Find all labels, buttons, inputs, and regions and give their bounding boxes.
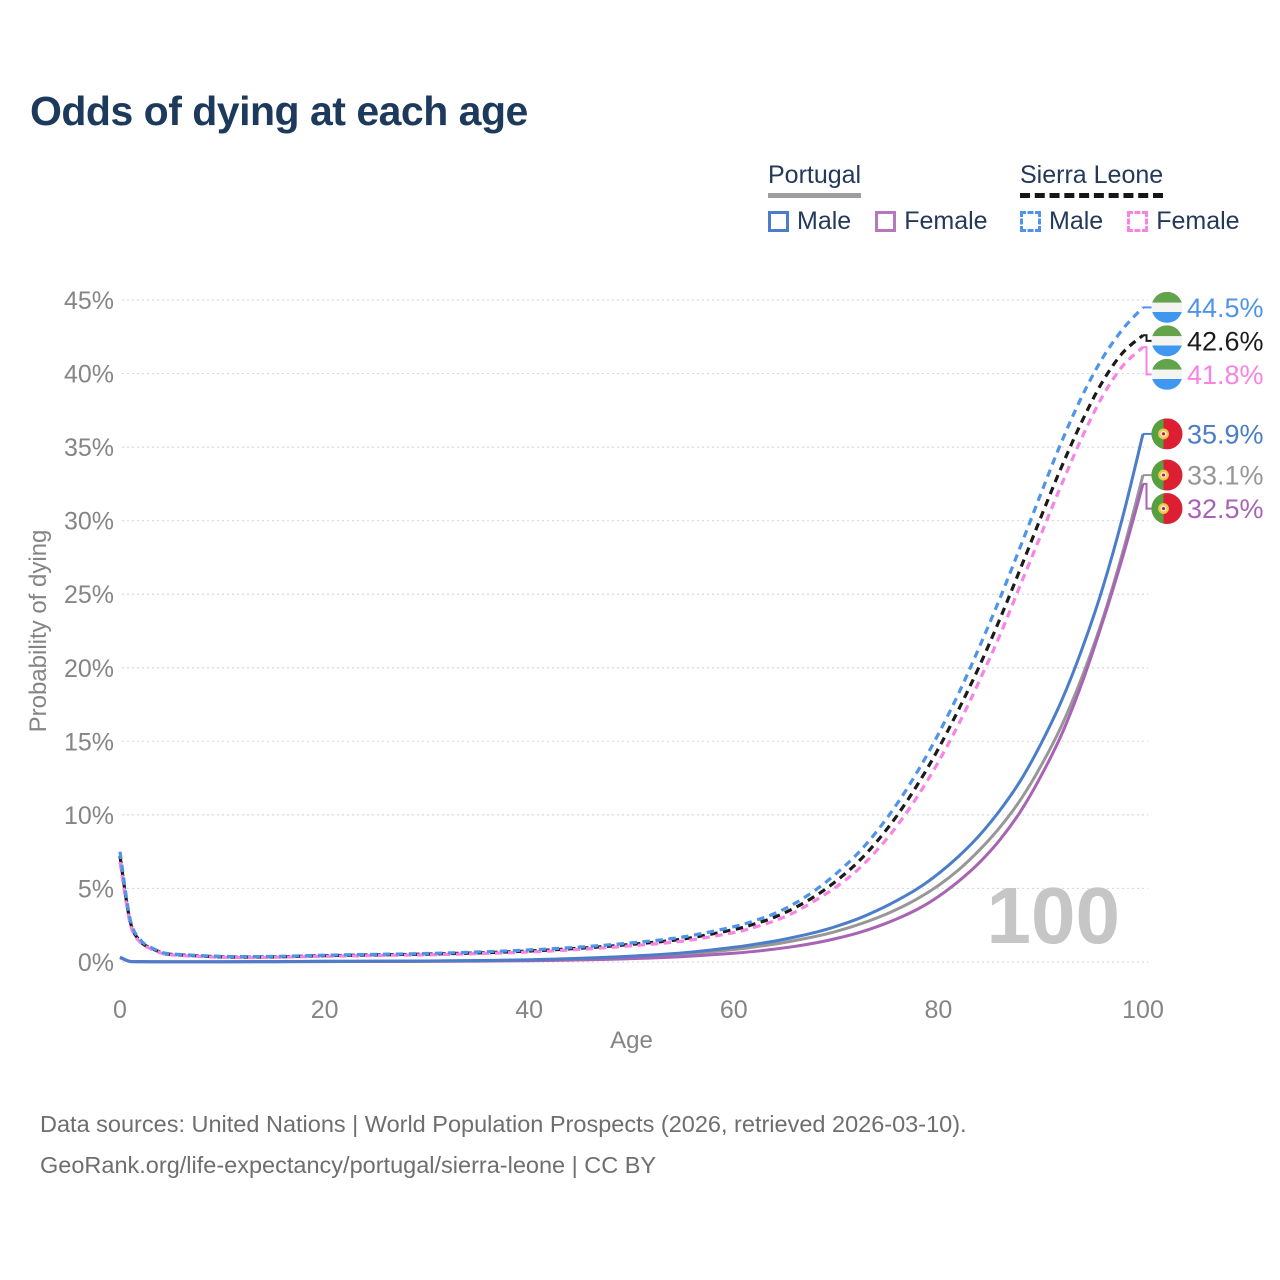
legend-item-label: Female [904, 207, 988, 235]
legend-country-portugal[interactable]: Portugal [768, 161, 862, 198]
legend-item-label: Male [1049, 207, 1104, 235]
legend-item-sierra-leone-male[interactable]: Male [1020, 207, 1103, 236]
series-line-sierra-leone-both [118, 334, 1145, 959]
page-title: Odds of dying at each age [30, 88, 528, 134]
series-line-sierra-leone-female [118, 345, 1145, 960]
chart-footer: Data sources: United Nations | World Pop… [40, 1104, 967, 1186]
y-tick-label: 35% [64, 434, 114, 462]
y-axis-title: Probability of dying [25, 530, 52, 733]
label-leader-line [1143, 346, 1153, 376]
y-tick-label: 15% [64, 728, 114, 756]
attribution-text: GeoRank.org/life-expectancy/portugal/sie… [40, 1152, 657, 1178]
legend-item-label: Male [797, 207, 852, 235]
series-line-sierra-leone-male [118, 306, 1145, 959]
sierra-leone-male-line-swatch-icon [1020, 211, 1041, 232]
series-end-label-portugal-both: 33.1% [1187, 461, 1264, 491]
legend-item-portugal-female[interactable]: Female [875, 207, 988, 236]
y-tick-label: 10% [64, 802, 114, 830]
x-tick-label: 80 [924, 996, 952, 1024]
label-leader-line [1143, 482, 1153, 510]
legend-country-sierra-leone[interactable]: Sierra Leone [1020, 161, 1164, 198]
sierra-leone-female-line-swatch-icon [1127, 211, 1149, 232]
y-tick-label: 40% [64, 361, 114, 389]
legend-item-portugal-male[interactable]: Male [768, 207, 851, 236]
legend-items-portugal: Male Female [768, 207, 988, 236]
portugal-flag-icon [1151, 459, 1183, 491]
legend-group-portugal: Portugal Male Female [768, 161, 988, 236]
x-tick-label: 100 [1122, 996, 1164, 1024]
series-end-label-portugal-female: 32.5% [1187, 494, 1264, 524]
legend-item-sierra-leone-female[interactable]: Female [1127, 207, 1240, 236]
series-end-label-sierra-leone-male: 44.5% [1187, 293, 1264, 323]
legend-item-label: Female [1156, 207, 1240, 235]
portugal-female-line-swatch-icon [875, 211, 897, 232]
y-tick-label: 30% [64, 508, 114, 536]
x-tick-label: 20 [311, 996, 339, 1024]
y-tick-label: 20% [64, 655, 114, 683]
label-leader-line [1143, 334, 1153, 342]
series-end-label-sierra-leone-both: 42.6% [1187, 326, 1264, 356]
x-axis-title: Age [610, 1027, 653, 1054]
x-tick-label: 40 [515, 996, 543, 1024]
legend-group-sierra-leone: Sierra Leone Male Female [1020, 161, 1240, 236]
x-tick-label: 0 [113, 996, 127, 1024]
sierra-leone-flag-icon [1151, 358, 1183, 390]
portugal-male-line-swatch-icon [768, 211, 789, 232]
portugal-flag-icon [1151, 418, 1183, 450]
y-tick-label: 45% [64, 287, 114, 315]
series-line-portugal-male [119, 433, 1145, 964]
y-tick-label: 5% [78, 875, 114, 903]
y-tick-label: 25% [64, 581, 114, 609]
series-end-label-portugal-male: 35.9% [1187, 419, 1264, 449]
watermark-text: 100 [987, 871, 1120, 960]
series-end-label-sierra-leone-female: 41.8% [1187, 360, 1264, 390]
sierra-leone-flag-icon [1151, 291, 1183, 323]
sierra-leone-flag-icon [1151, 325, 1183, 357]
portugal-flag-icon [1151, 493, 1183, 525]
data-sources-text: Data sources: United Nations | World Pop… [40, 1111, 967, 1137]
y-tick-label: 0% [78, 949, 114, 977]
x-tick-label: 60 [720, 996, 748, 1024]
legend-items-sierra-leone: Male Female [1020, 207, 1240, 236]
